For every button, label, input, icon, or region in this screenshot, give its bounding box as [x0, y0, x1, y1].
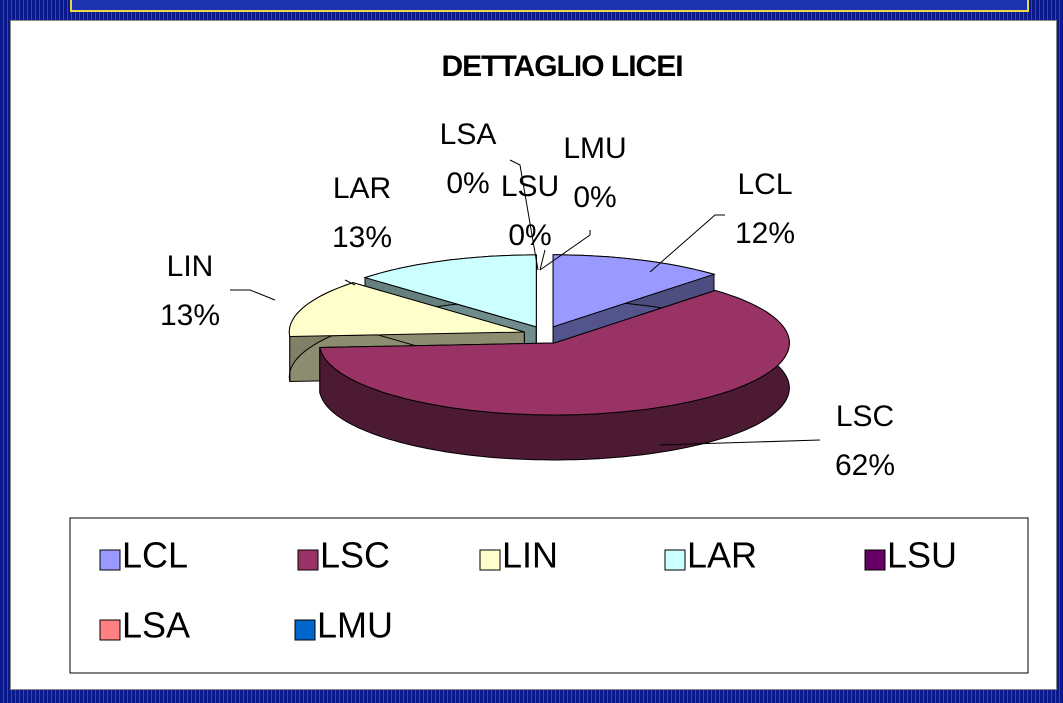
leader-line — [344, 279, 356, 286]
legend-label: LSC — [320, 535, 390, 576]
slice-label: LCL — [737, 168, 792, 201]
legend-swatch — [294, 619, 316, 641]
legend-label: LMU — [317, 605, 393, 646]
slice-label: LSA — [440, 118, 497, 151]
leader-line — [649, 214, 725, 273]
slice-label: LAR — [333, 172, 391, 205]
top-band — [70, 0, 1029, 12]
slice-value-label: 0% — [573, 181, 616, 214]
slice-label: LMU — [563, 132, 626, 165]
legend-swatch — [99, 549, 121, 571]
slice-value-label: 12% — [735, 217, 795, 250]
slice-label: LSU — [501, 170, 559, 203]
leader-line — [509, 159, 539, 271]
legend-label: LSU — [887, 535, 957, 576]
slice — [319, 289, 790, 461]
legend-label: LSA — [122, 605, 190, 646]
legend-label: LIN — [502, 535, 558, 576]
slice-label: LIN — [167, 250, 214, 283]
slice-value-label: 62% — [835, 449, 895, 482]
slice-top — [288, 282, 525, 338]
slice-value-label: 13% — [332, 221, 392, 254]
legend-box — [69, 517, 1029, 674]
legend-swatch — [664, 549, 686, 571]
slice-value-label: 0% — [446, 167, 489, 200]
legend-label: LAR — [687, 535, 757, 576]
slice-top — [319, 289, 790, 416]
legend-swatch — [864, 549, 886, 571]
slice-top — [363, 254, 537, 328]
chart-title: DETTAGLIO LICEI — [441, 50, 682, 83]
legend-label: LCL — [122, 535, 188, 576]
leader-line — [539, 230, 591, 271]
slice-value-label: 13% — [160, 299, 220, 332]
leader-line — [230, 289, 276, 301]
legend-swatch — [99, 619, 121, 641]
legend-swatch — [297, 549, 319, 571]
leader-line — [539, 249, 546, 271]
slice-top — [552, 254, 716, 328]
slice-label: LSC — [836, 400, 894, 433]
leader-line — [659, 439, 821, 446]
legend-swatch — [479, 549, 501, 571]
